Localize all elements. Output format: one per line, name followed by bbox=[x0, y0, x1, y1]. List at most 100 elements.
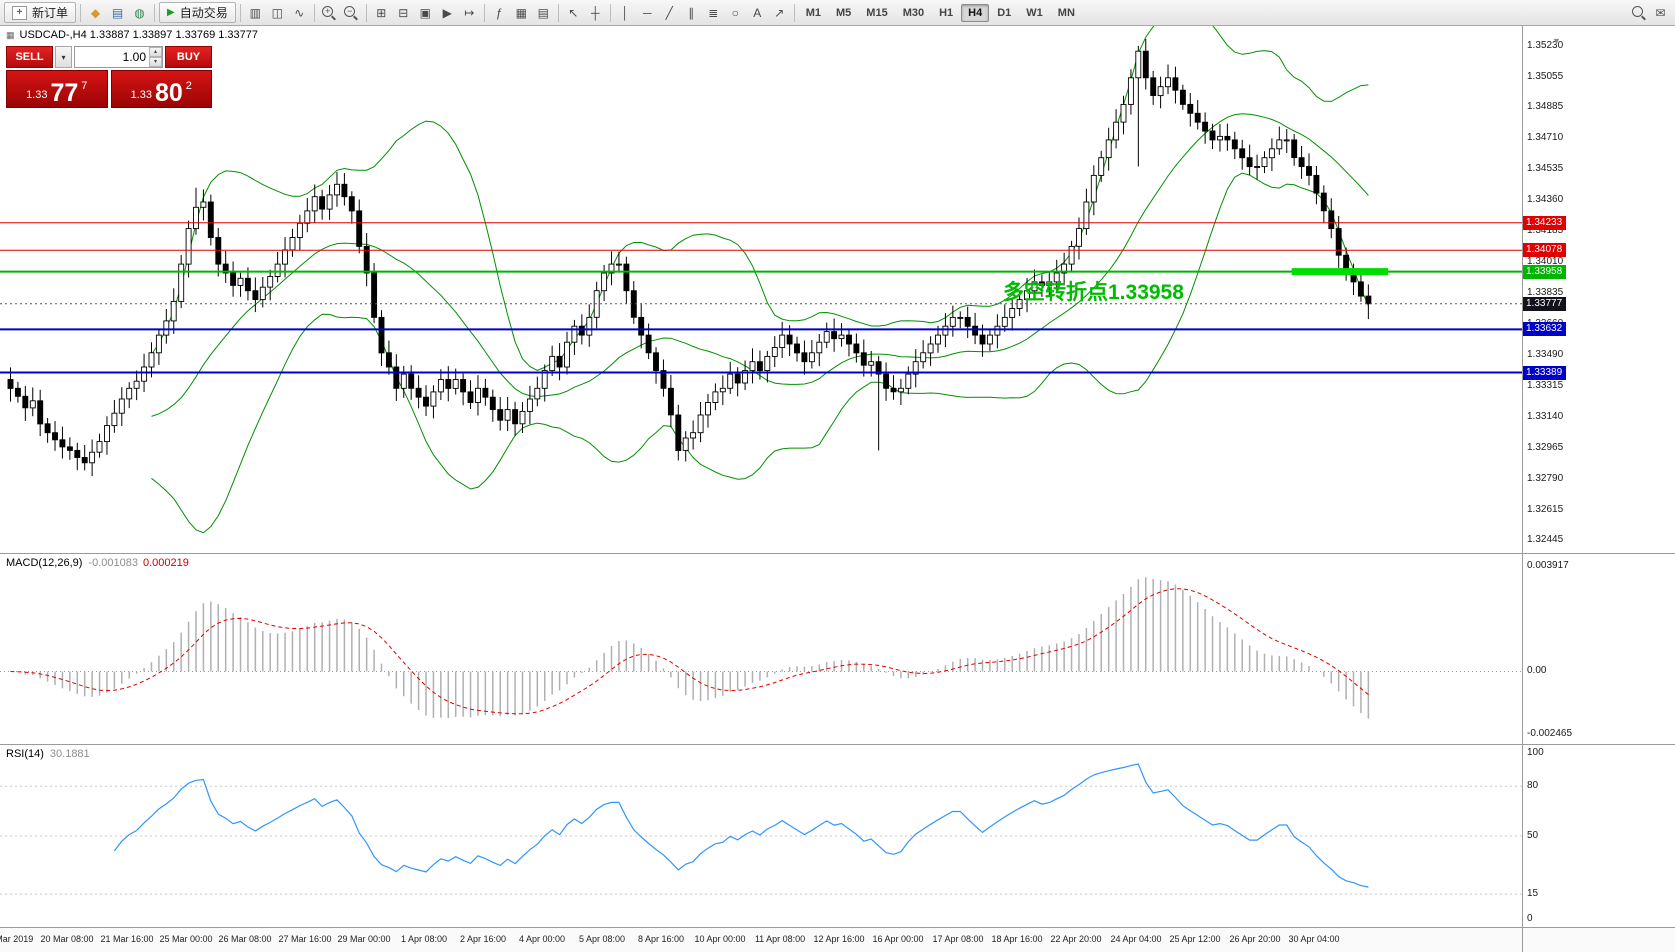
timeframe-m5[interactable]: M5 bbox=[829, 4, 858, 22]
macd-axis-label: 0.003917 bbox=[1527, 560, 1569, 571]
templates-icon[interactable]: ▤ bbox=[533, 2, 554, 23]
toolbar-separator bbox=[239, 3, 241, 22]
symbols-icon[interactable]: ◆ bbox=[85, 2, 106, 23]
new-order-label: 新订单 bbox=[32, 6, 69, 20]
time-axis-label: 29 Mar 00:00 bbox=[337, 934, 391, 944]
toolbar-separator bbox=[609, 3, 611, 22]
bar-chart-icon[interactable]: ▥ bbox=[245, 2, 266, 23]
timeframe-m30[interactable]: M30 bbox=[896, 4, 931, 22]
order-type-dropdown[interactable]: ▾ bbox=[55, 46, 72, 68]
time-axis-label: 24 Apr 04:00 bbox=[1110, 934, 1162, 944]
price-axis-label: 1.34185 bbox=[1527, 225, 1564, 236]
channel-icon[interactable]: ∥ bbox=[681, 2, 702, 23]
price-axis-label: 1.32445 bbox=[1527, 534, 1564, 545]
price-tag: 1.33389 bbox=[1523, 366, 1567, 380]
toolbar-separator bbox=[80, 3, 82, 22]
timeframe-h1[interactable]: H1 bbox=[932, 4, 960, 22]
terminal-icon[interactable]: ◍ bbox=[129, 2, 150, 23]
rsi-axis-label: 0 bbox=[1527, 913, 1533, 924]
trendline-icon[interactable]: ╱ bbox=[659, 2, 680, 23]
line-chart-icon[interactable]: ∿ bbox=[289, 2, 310, 23]
cascade-windows-icon[interactable]: ⊟ bbox=[393, 2, 414, 23]
vertical-line-icon[interactable]: │ bbox=[615, 2, 636, 23]
new-order-button[interactable]: + 新订单 bbox=[4, 2, 77, 23]
time-axis-label: 1 Apr 08:00 bbox=[400, 934, 448, 944]
arrange-windows-icon[interactable]: ▣ bbox=[415, 2, 436, 23]
time-axis-label: 8 Apr 16:00 bbox=[637, 934, 685, 944]
timeframe-m15[interactable]: M15 bbox=[859, 4, 894, 22]
zoom-out-icon: − bbox=[344, 5, 359, 20]
volume-input[interactable] bbox=[74, 46, 163, 68]
search-icon[interactable] bbox=[1628, 2, 1649, 23]
time-axis-label: 10 Apr 00:00 bbox=[694, 934, 746, 944]
toolbar: + 新订单 ◆ ▤ ◍ ▶ 自动交易 ▥ ◫ ∿ + − ⊞ ⊟ ▣ ▶ ↦ ƒ ▦ ▤ ↖ ┼ │ ─ ╱ ∥ ≣ ○ A ↗… bbox=[0, 0, 1675, 26]
chart-icon: ▦ bbox=[6, 29, 15, 40]
volume-up-button[interactable]: ▴ bbox=[149, 47, 162, 57]
price-chart-plot[interactable] bbox=[0, 26, 1522, 553]
macd-plot[interactable] bbox=[0, 554, 1522, 744]
search-icon bbox=[1631, 5, 1646, 20]
cursor-icon[interactable]: ↖ bbox=[563, 2, 584, 23]
time-axis-label: 26 Apr 20:00 bbox=[1229, 934, 1281, 944]
panel-separator bbox=[0, 927, 1675, 928]
timeframe-mn[interactable]: MN bbox=[1051, 4, 1082, 22]
buy-price-button[interactable]: 1.33 80 2 bbox=[110, 70, 212, 108]
periods-icon[interactable]: ▦ bbox=[511, 2, 532, 23]
time-axis-label: 27 Mar 16:00 bbox=[278, 934, 332, 944]
macd-axis-label: -0.002465 bbox=[1527, 728, 1573, 739]
time-axis-label: 18 Apr 16:00 bbox=[991, 934, 1043, 944]
macd-axis-label: 0.00 bbox=[1527, 665, 1547, 676]
panel-separator[interactable] bbox=[0, 553, 1675, 554]
candlestick-chart-icon[interactable]: ◫ bbox=[267, 2, 288, 23]
fibonacci-icon[interactable]: ≣ bbox=[703, 2, 724, 23]
time-axis[interactable]: 19 Mar 2019 20 Mar 08:00 21 Mar 16:00 25 Ma… bbox=[0, 928, 1675, 952]
chat-icon[interactable]: ✉ bbox=[1650, 2, 1671, 23]
indicators-icon[interactable]: ƒ bbox=[489, 2, 510, 23]
sell-price-pip: 7 bbox=[81, 80, 88, 92]
scroll-anchor-icon[interactable]: ▼ bbox=[1552, 36, 1561, 46]
time-axis-label: 5 Apr 08:00 bbox=[578, 934, 626, 944]
price-axis-label: 1.34885 bbox=[1527, 101, 1564, 112]
one-click-trading-panel: SELL ▾ ▴ ▾ BUY 1.33 77 7 bbox=[6, 46, 212, 108]
auto-scroll-icon[interactable]: ▶ bbox=[437, 2, 458, 23]
arrows-icon[interactable]: ↗ bbox=[769, 2, 790, 23]
timeframe-d1[interactable]: D1 bbox=[990, 4, 1018, 22]
chart-shift-icon[interactable]: ↦ bbox=[459, 2, 480, 23]
buy-price-big: 80 bbox=[154, 79, 183, 107]
sell-price-button[interactable]: 1.33 77 7 bbox=[6, 70, 108, 108]
toolbar-separator bbox=[793, 3, 795, 22]
price-axis-label: 1.35230 bbox=[1527, 40, 1564, 51]
horizontal-line-icon[interactable]: ─ bbox=[637, 2, 658, 23]
timeframe-w1[interactable]: W1 bbox=[1019, 4, 1050, 22]
price-axis-label: 1.33490 bbox=[1527, 349, 1564, 360]
tile-windows-icon[interactable]: ⊞ bbox=[371, 2, 392, 23]
time-axis-label: 4 Apr 00:00 bbox=[518, 934, 566, 944]
rsi-plot[interactable] bbox=[0, 745, 1522, 927]
chart-annotation-text[interactable]: 多空转折点1.33958 bbox=[1003, 281, 1184, 304]
sell-button[interactable]: SELL bbox=[6, 46, 53, 68]
market-watch-icon[interactable]: ▤ bbox=[107, 2, 128, 23]
autotrade-label: 自动交易 bbox=[179, 6, 228, 20]
autotrade-button[interactable]: ▶ 自动交易 bbox=[159, 2, 236, 23]
new-order-icon: + bbox=[12, 5, 27, 20]
zoom-out-icon[interactable]: − bbox=[341, 2, 362, 23]
symbol-ohlc-header: ▦ USDCAD-,H4 1.33887 1.33897 1.33769 1.3… bbox=[6, 29, 258, 41]
shapes-icon[interactable]: ○ bbox=[725, 2, 746, 23]
time-axis-label: 2 Apr 16:00 bbox=[459, 934, 507, 944]
time-axis-label: 30 Apr 04:00 bbox=[1288, 934, 1340, 944]
timeframe-h4[interactable]: H4 bbox=[961, 3, 990, 22]
zoom-in-icon[interactable]: + bbox=[319, 2, 340, 23]
rsi-axis-label: 100 bbox=[1527, 747, 1544, 758]
buy-button[interactable]: BUY bbox=[165, 46, 212, 68]
price-axis-label: 1.33140 bbox=[1527, 411, 1564, 422]
panel-separator[interactable] bbox=[0, 744, 1675, 745]
price-axis-label: 1.35055 bbox=[1527, 71, 1564, 82]
time-axis-label: 20 Mar 08:00 bbox=[40, 934, 94, 944]
timeframe-m1[interactable]: M1 bbox=[799, 4, 828, 22]
price-tag: 1.33958 bbox=[1523, 265, 1567, 279]
toolbar-separator bbox=[154, 3, 156, 22]
price-axis-label: 1.34010 bbox=[1527, 256, 1564, 267]
crosshair-icon[interactable]: ┼ bbox=[585, 2, 606, 23]
volume-down-button[interactable]: ▾ bbox=[149, 57, 162, 67]
text-icon[interactable]: A bbox=[747, 2, 768, 23]
